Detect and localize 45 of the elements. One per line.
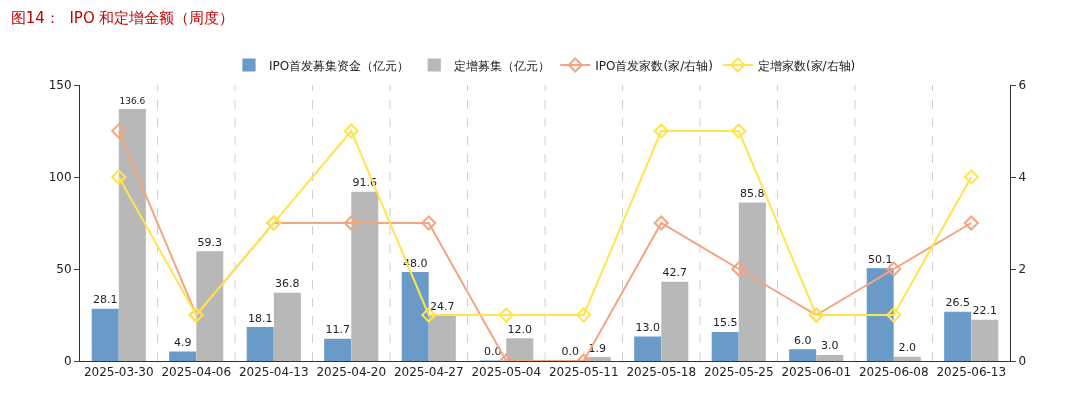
x-tick-label: 2025-04-27 [393, 365, 464, 380]
data-label: 42.7 [662, 266, 688, 280]
data-label: 59.3 [197, 235, 223, 249]
legend-label: 定增家数(家/右轴) [757, 58, 856, 73]
data-label: 11.7 [325, 323, 350, 337]
y-tick-label: 150 [48, 78, 72, 93]
data-label: 28.1 [92, 293, 118, 307]
x-tick-label: 2025-04-20 [316, 365, 387, 380]
x-tick-label: 2025-04-06 [161, 365, 232, 380]
x-tick-label: 2025-06-01 [781, 365, 852, 380]
data-label: 50.1 [867, 252, 893, 266]
x-tick-label: 2025-04-13 [238, 365, 309, 380]
data-label: 13.0 [635, 321, 660, 335]
y2-tick-label: 4 [1018, 170, 1027, 185]
data-label: 22.1 [972, 304, 998, 318]
x-tick-label: 2025-03-30 [83, 365, 154, 380]
data-label: 3.0 [821, 339, 839, 353]
data-label: 6.0 [793, 333, 812, 347]
data-label: 2.0 [898, 341, 917, 355]
x-tick-label: 2025-06-13 [936, 365, 1007, 380]
legend-label: 定增募集（亿元） [454, 58, 551, 73]
data-label: 12.0 [507, 322, 533, 336]
y-tick-label: 100 [48, 170, 72, 185]
y2-tick-label: 6 [1018, 78, 1027, 93]
data-label: 85.8 [740, 187, 765, 201]
legend-label: IPO首发家数(家/右轴) [595, 58, 713, 73]
data-label: 26.5 [945, 296, 970, 310]
data-label: 36.8 [275, 277, 300, 291]
x-tick-label: 2025-05-18 [626, 365, 697, 380]
legend-label: IPO首发募集资金（亿元） [269, 58, 410, 73]
x-tick-label: 2025-05-11 [548, 365, 619, 380]
x-tick-label: 2025-05-25 [703, 365, 774, 380]
y-tick-label: 50 [56, 262, 72, 277]
data-label: 0.0 [561, 345, 579, 358]
data-label: 24.7 [430, 299, 455, 313]
y2-tick-label: 2 [1018, 262, 1027, 277]
y-tick-label: 0 [63, 354, 72, 369]
x-tick-label: 2025-05-04 [471, 365, 542, 380]
data-label: 18.1 [247, 311, 273, 325]
data-label: 4.9 [173, 335, 192, 349]
y2-tick-label: 0 [1018, 354, 1027, 369]
data-label: 15.5 [712, 316, 738, 330]
data-label: 136.6 [119, 96, 146, 107]
chart-title: 图14： IPO 和定增金额（周度） [10, 8, 235, 27]
x-tick-label: 2025-06-08 [858, 365, 929, 380]
